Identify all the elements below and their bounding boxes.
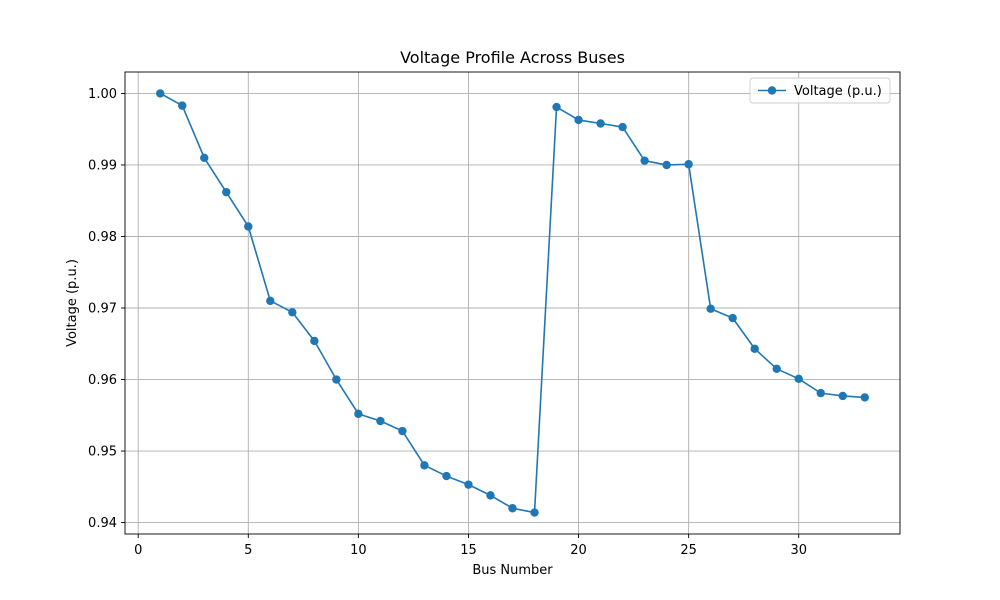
data-point — [200, 153, 209, 163]
y-tick-label: 0.98 — [88, 230, 117, 245]
data-point — [530, 508, 539, 517]
data-point — [728, 313, 737, 323]
x-tick-label: 25 — [680, 543, 697, 558]
x-tick-label: 15 — [460, 543, 477, 558]
series-layer — [156, 89, 869, 517]
legend-label: Voltage (p.u.) — [794, 84, 882, 99]
data-point — [464, 480, 473, 489]
data-point — [838, 391, 847, 401]
y-tick-label: 1.00 — [88, 87, 117, 102]
data-point — [618, 122, 627, 132]
x-tick-label: 0 — [134, 543, 142, 558]
data-point — [222, 187, 231, 197]
legend: Voltage (p.u.) — [749, 77, 891, 104]
y-tick-label: 0.97 — [88, 302, 117, 317]
data-point — [244, 222, 253, 231]
x-axis-label: Bus Number — [472, 563, 553, 578]
data-point — [178, 101, 187, 110]
data-point — [310, 336, 319, 346]
data-point — [376, 416, 385, 426]
data-point — [508, 504, 517, 513]
data-point — [596, 119, 605, 128]
x-tick-label: 30 — [790, 543, 807, 558]
data-point — [684, 160, 693, 169]
data-point — [640, 156, 649, 165]
data-point — [332, 375, 341, 384]
data-point — [398, 426, 407, 436]
legend-box — [749, 77, 891, 104]
x-tick-label: 20 — [570, 543, 587, 558]
data-point — [794, 374, 803, 384]
data-point — [750, 344, 759, 353]
data-point — [266, 296, 275, 306]
legend-marker-swatch — [767, 86, 777, 95]
data-point — [574, 115, 583, 125]
data-point — [552, 102, 561, 112]
y-tick-label: 0.96 — [88, 373, 117, 388]
chart-title: Voltage Profile Across Buses — [400, 48, 625, 67]
y-tick-label: 0.99 — [88, 158, 117, 173]
y-tick-label: 0.95 — [88, 445, 117, 460]
y-axis-label: Voltage (p.u.) — [65, 259, 80, 347]
data-point — [706, 304, 715, 313]
x-tick-label: 10 — [350, 543, 367, 558]
x-tick-label: 5 — [244, 543, 252, 558]
data-point — [442, 471, 451, 481]
axis-ticks: 0 5 10 15 20 25 30 0.94 0.95 0.96 0.97 0.98 0.99 1.00 — [88, 87, 807, 558]
grid-lines — [125, 72, 900, 534]
data-point — [816, 388, 825, 398]
y-tick-label: 0.94 — [88, 516, 117, 531]
data-point — [156, 89, 165, 98]
data-point — [354, 409, 363, 419]
plot-frame — [124, 71, 901, 535]
data-point — [772, 364, 781, 373]
data-point — [288, 308, 297, 317]
data-point — [486, 491, 495, 500]
data-point — [860, 393, 869, 402]
data-point — [662, 160, 671, 170]
data-point — [420, 461, 429, 470]
